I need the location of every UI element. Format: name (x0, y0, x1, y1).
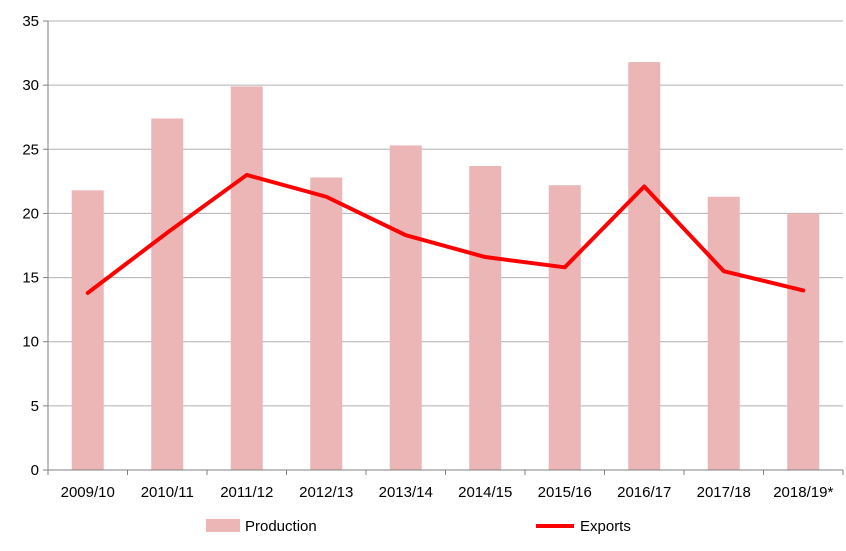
legend-swatch-production (206, 519, 240, 532)
production-bar (628, 62, 661, 471)
x-tick-label: 2015/16 (538, 484, 592, 501)
production-bar (151, 118, 184, 471)
legend-label-production: Production (245, 518, 317, 535)
legend-label-exports: Exports (580, 518, 631, 535)
production-bar (230, 86, 263, 470)
y-tick-label: 25 (22, 141, 39, 158)
production-bar (787, 213, 820, 470)
x-tick-label: 2014/15 (458, 484, 512, 501)
exports-point (166, 232, 168, 234)
y-tick-label: 30 (22, 77, 39, 94)
legend: Production Exports (206, 518, 631, 535)
exports-point (802, 289, 804, 291)
y-tick-label: 5 (31, 398, 39, 415)
y-tick-label: 15 (22, 270, 39, 287)
production-bar (389, 145, 422, 471)
production-bar (548, 185, 581, 470)
x-tick-label: 2010/11 (141, 484, 194, 501)
exports-point (723, 270, 725, 272)
y-tick-label: 20 (22, 205, 39, 222)
exports-point (643, 185, 645, 187)
x-tick-label: 2017/18 (697, 484, 751, 501)
x-tick-label: 2016/17 (617, 484, 671, 501)
y-tick-label: 35 (22, 13, 39, 30)
production-bar (310, 177, 343, 470)
x-tick-label: 2009/10 (61, 484, 115, 501)
x-tick-label: 2018/19* (773, 484, 833, 501)
exports-point (564, 266, 566, 268)
exports-line (85, 172, 806, 295)
exports-point (405, 234, 407, 236)
x-axis: 2009/10 2010/11 2011/12 2012/13 2013/14 2014/… (47, 469, 844, 501)
x-tick-label: 2011/12 (220, 484, 273, 501)
exports-line-group (85, 172, 806, 295)
production-bar (707, 196, 740, 470)
production-bar (71, 190, 104, 470)
x-tick-label: 2012/13 (299, 484, 353, 501)
exports-point (246, 174, 248, 176)
y-axis: 0 5 10 15 20 25 30 35 (22, 13, 49, 479)
production-bar (469, 165, 502, 470)
exports-point (484, 256, 486, 258)
x-tick-label: 2013/14 (379, 484, 433, 501)
production-bars (71, 62, 820, 471)
y-tick-label: 0 (31, 462, 39, 479)
y-tick-label: 10 (22, 334, 39, 351)
exports-point (325, 196, 327, 198)
exports-point (87, 292, 89, 294)
